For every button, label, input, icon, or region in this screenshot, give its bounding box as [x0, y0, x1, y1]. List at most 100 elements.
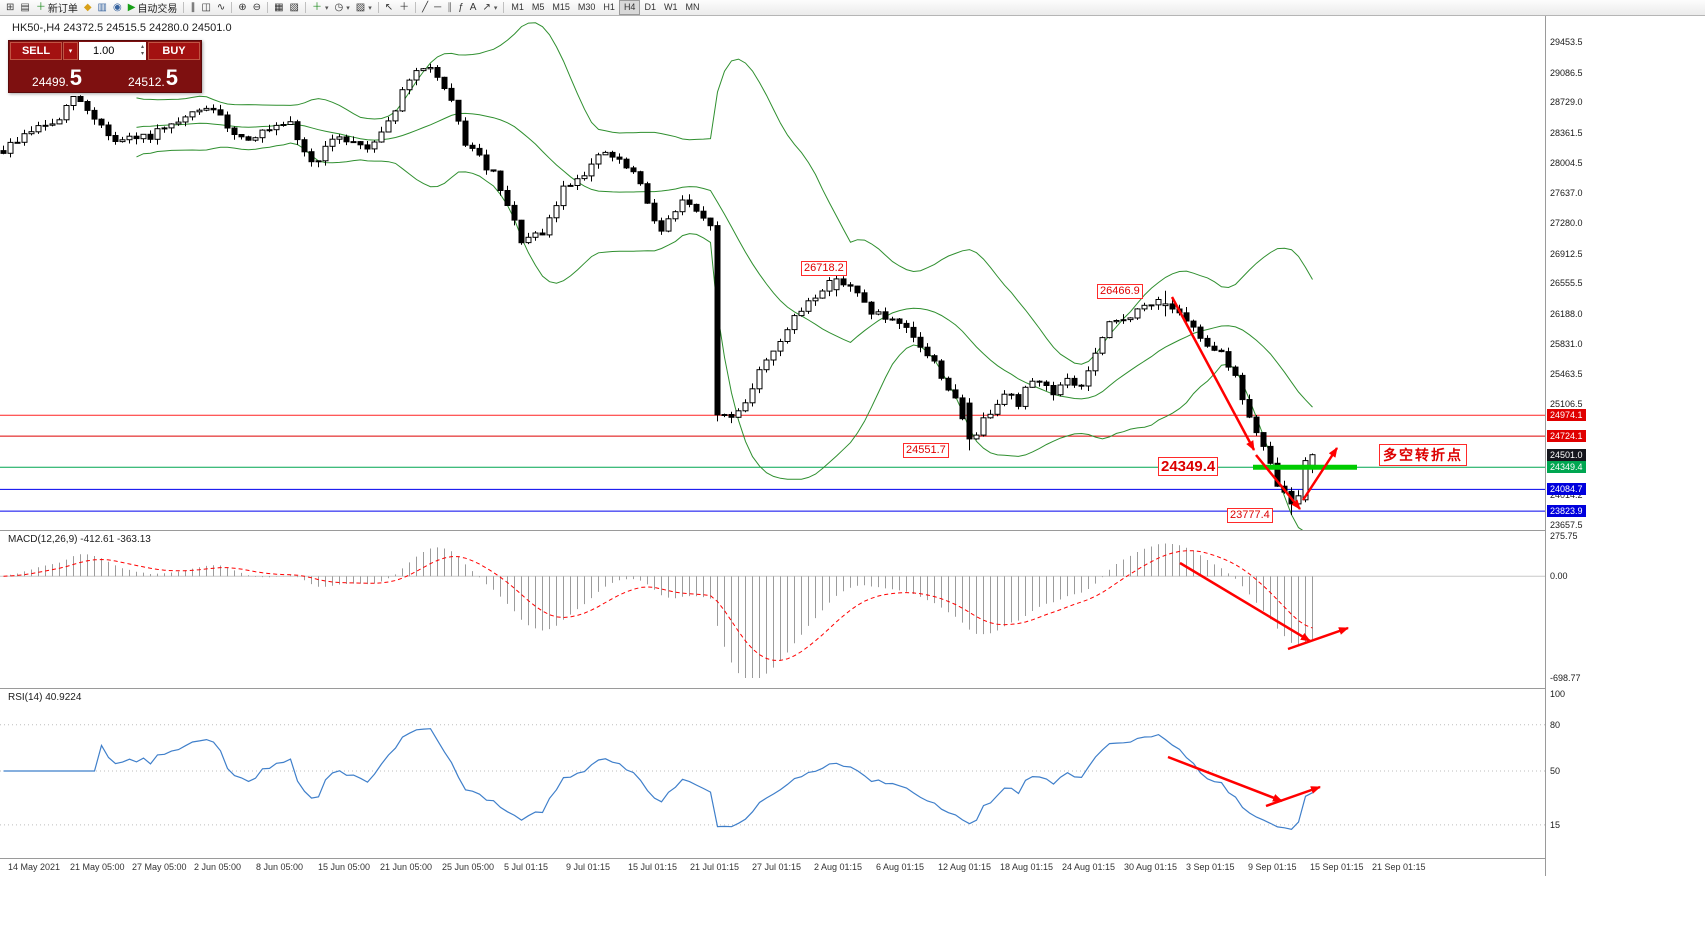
volume-value[interactable]: 1.00 [93, 45, 115, 57]
timeframe-m5[interactable]: M5 [528, 1, 549, 14]
timeframe-m30[interactable]: M30 [574, 1, 600, 14]
crosshair-button[interactable]: ＋ [396, 1, 412, 15]
timeframe-m1[interactable]: M1 [507, 1, 528, 14]
mail-button[interactable]: ▥ [95, 1, 110, 15]
time-label: 12 Aug 01:15 [938, 862, 992, 872]
trade-options-caret[interactable]: ▾ [63, 42, 78, 60]
toolbar: ⊞ ▤ ＋新订单 ◆ ▥ ◉ ▶ 自动交易 ∥ ◫ ∿ ⊕ ⊖ ▦ ▧ ＋ ▾ ◷ ▾ ▨ ▾ ↖ ＋ ╱ ─ ∥ ƒ A ↗ ▾ M1 M5… [0, 0, 1705, 16]
profiles-icon: ▤ [20, 1, 30, 13]
rsi-pane[interactable] [0, 688, 1545, 858]
equidistant-channel-icon: ∥ [447, 1, 453, 13]
trendline-button[interactable]: ╱ [419, 1, 431, 15]
time-label: 30 Aug 01:15 [1124, 862, 1178, 872]
timeframe-m15[interactable]: M15 [548, 1, 574, 14]
toolbar-label: MN [685, 2, 700, 12]
timeframe-mn[interactable]: MN [681, 1, 703, 14]
price-axis: 29453.5 29086.5 28729.0 28361.5 28004.5 27637… [1545, 16, 1705, 876]
buy-button[interactable]: BUY [148, 42, 200, 60]
periods-button[interactable]: ◷ ▾ [331, 1, 352, 15]
price-tag: 24724.1 [1547, 430, 1586, 442]
autotrading-button[interactable]: ▶ 自动交易 [125, 1, 181, 15]
buy-price[interactable]: 24512. 5 [128, 65, 178, 90]
price-callout[interactable]: 24349.4 [1158, 457, 1219, 476]
chevron-down-icon: ▾ [324, 4, 329, 12]
horizontal-line-button[interactable]: ─ [431, 1, 444, 15]
text-button[interactable]: A [467, 1, 480, 15]
indicators-button[interactable]: ＋ ▾ [309, 1, 332, 15]
price-tick: 29453.5 [1550, 37, 1583, 47]
price-tick: 28729.0 [1550, 97, 1583, 107]
chevron-down-icon: ▾ [346, 4, 350, 12]
spin-up-icon[interactable]: ▴ [140, 44, 144, 50]
macd-pane[interactable] [0, 530, 1545, 688]
pane-separator[interactable] [0, 688, 1705, 689]
macd-tick: -698.77 [1550, 673, 1581, 683]
market-button[interactable]: ◉ [110, 1, 125, 15]
rsi-tick: 50 [1550, 766, 1561, 776]
toolbar-separator [304, 2, 306, 13]
new-order-button[interactable]: ＋新订单 [33, 1, 81, 15]
price-tag: 24349.4 [1547, 461, 1586, 473]
new-chart-button[interactable]: ⊞ [3, 1, 17, 15]
toolbar-label: H4 [623, 2, 636, 12]
price-callout[interactable]: 26718.2 [801, 261, 847, 276]
price-callout[interactable]: 24551.7 [903, 443, 949, 458]
timeframe-h1[interactable]: H1 [599, 1, 619, 14]
rsi-indicator-label: RSI(14) 40.9224 [8, 692, 82, 703]
toolbar-label: W1 [663, 2, 678, 12]
time-label: 9 Jul 01:15 [566, 862, 611, 872]
timeframe-w1[interactable]: W1 [660, 1, 682, 14]
volume-field[interactable]: 1.00 ▴ ▾ [79, 42, 146, 60]
line-chart-button[interactable]: ∿ [214, 1, 228, 15]
price-callout[interactable]: 23777.4 [1227, 508, 1273, 523]
fibonacci-button[interactable]: ƒ [455, 1, 467, 15]
auto-arrange-button[interactable]: ▧ [287, 1, 302, 15]
toolbar-label: D1 [644, 2, 656, 12]
candlesticks-button[interactable]: ◫ [198, 1, 213, 15]
time-label: 15 Sep 01:15 [1310, 862, 1364, 872]
time-label: 14 May 2021 [8, 862, 61, 872]
chart-info: HK50-,H4 24372.5 24515.5 24280.0 24501.0 [12, 22, 232, 34]
ohlc-bars-button[interactable]: ∥ [187, 1, 198, 15]
toolbar-separator [267, 2, 269, 13]
timeframe-d1[interactable]: D1 [640, 1, 660, 14]
main-chart[interactable] [0, 16, 1545, 530]
mail-icon: ▥ [97, 1, 107, 13]
pane-separator[interactable] [0, 530, 1705, 531]
toolbar-separator [377, 2, 379, 13]
sell-price[interactable]: 24499. 5 [32, 65, 82, 90]
periods-icon: ◷ [334, 1, 344, 13]
equidistant-channel-button[interactable]: ∥ [444, 1, 455, 15]
time-label: 18 Aug 01:15 [1000, 862, 1054, 872]
time-label: 21 Jul 01:15 [690, 862, 740, 872]
price-tick: 26555.5 [1550, 278, 1583, 288]
zoom-in-button[interactable]: ⊕ [235, 1, 249, 15]
cursor-button[interactable]: ↖ [382, 1, 396, 15]
templates-icon: ▨ [355, 1, 366, 13]
arrows-button[interactable]: ↗ ▾ [479, 1, 500, 15]
toolbar-label: H1 [603, 2, 615, 12]
timeframe-h4[interactable]: H4 [618, 0, 641, 15]
chart-region: 29453.5 29086.5 28729.0 28361.5 28004.5 27637… [0, 16, 1705, 945]
price-tick: 27280.0 [1550, 218, 1583, 228]
time-label: 5 Jul 01:15 [504, 862, 549, 872]
toolbar-label: M1 [511, 2, 524, 12]
alerts-button[interactable]: ◆ [81, 1, 95, 15]
price-tick: 26188.0 [1550, 309, 1583, 319]
templates-button[interactable]: ▨ ▾ [353, 1, 375, 15]
autotrading-icon: ▶ [127, 1, 136, 13]
zoom-out-button[interactable]: ⊖ [250, 1, 264, 15]
turning-point-note[interactable]: 多空转折点 [1379, 444, 1467, 466]
price-callout[interactable]: 26466.9 [1097, 284, 1143, 299]
tile-windows-button[interactable]: ▦ [271, 1, 286, 15]
spin-down-icon[interactable]: ▾ [140, 51, 144, 57]
volume-stepper[interactable]: ▴ ▾ [141, 44, 144, 58]
profiles-button[interactable]: ▤ [17, 1, 32, 15]
time-label: 8 Jun 05:00 [256, 862, 304, 872]
fibonacci-icon: ƒ [458, 1, 464, 13]
sell-button[interactable]: SELL [10, 42, 62, 60]
rsi-tick: 100 [1550, 689, 1566, 699]
time-label: 27 Jul 01:15 [752, 862, 802, 872]
price-tick: 27637.0 [1550, 188, 1583, 198]
price-tick: 24014.2 [1550, 490, 1583, 500]
